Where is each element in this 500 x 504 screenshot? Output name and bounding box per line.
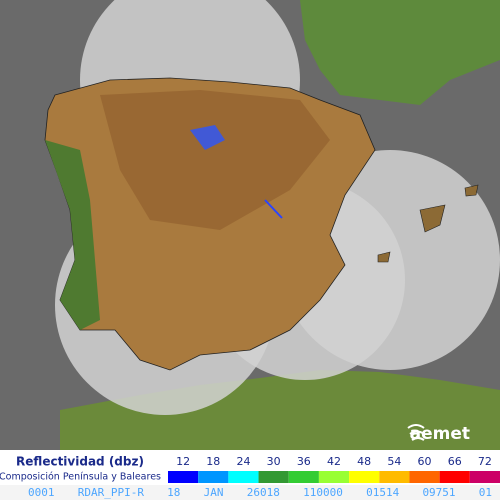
portugal-lowland [45, 140, 100, 330]
color-swatch [379, 471, 410, 483]
level-label: 60 [418, 455, 432, 468]
mallorca [419, 204, 446, 233]
level-label: 12 [176, 455, 190, 468]
footer-bar [0, 485, 500, 500]
level-label: 42 [327, 455, 341, 468]
footer-field: JAN [204, 486, 224, 499]
level-label: 24 [236, 455, 250, 468]
level-label: 72 [478, 455, 492, 468]
footer-field: 01514 [366, 486, 399, 499]
color-swatch [439, 471, 470, 483]
level-label: 66 [448, 455, 462, 468]
ibiza [377, 251, 391, 263]
footer-field: 26018 [247, 486, 280, 499]
color-swatch [168, 471, 199, 483]
level-label: 18 [206, 455, 220, 468]
relief [100, 90, 330, 230]
legend-title: Reflectividad (dbz) [16, 455, 144, 469]
logo: aemet [410, 424, 470, 444]
color-swatch [469, 471, 500, 483]
color-swatch [409, 471, 440, 483]
menorca [464, 184, 479, 197]
level-label: 30 [267, 455, 281, 468]
color-swatch [288, 471, 319, 483]
echo [264, 199, 283, 219]
color-swatch [318, 471, 350, 483]
level-label: 54 [387, 455, 401, 468]
echo [190, 125, 225, 150]
footer-field: 09751 [422, 486, 455, 499]
footer-field: 0001 [28, 486, 55, 499]
legend-subtitle: Composición Península y Baleares [0, 472, 161, 483]
color-swatch [198, 471, 229, 483]
footer-field: 18 [167, 486, 180, 499]
footer-field: RDAR_PPI-R [78, 486, 145, 499]
level-label: 48 [357, 455, 371, 468]
color-swatch [258, 471, 289, 483]
color-swatch [349, 471, 380, 483]
france [300, 0, 500, 105]
footer-field: 01 [479, 486, 492, 499]
logo-icon [407, 424, 425, 441]
footer-field: 110000 [303, 486, 343, 499]
color-swatch [228, 471, 259, 483]
level-label: 36 [297, 455, 311, 468]
